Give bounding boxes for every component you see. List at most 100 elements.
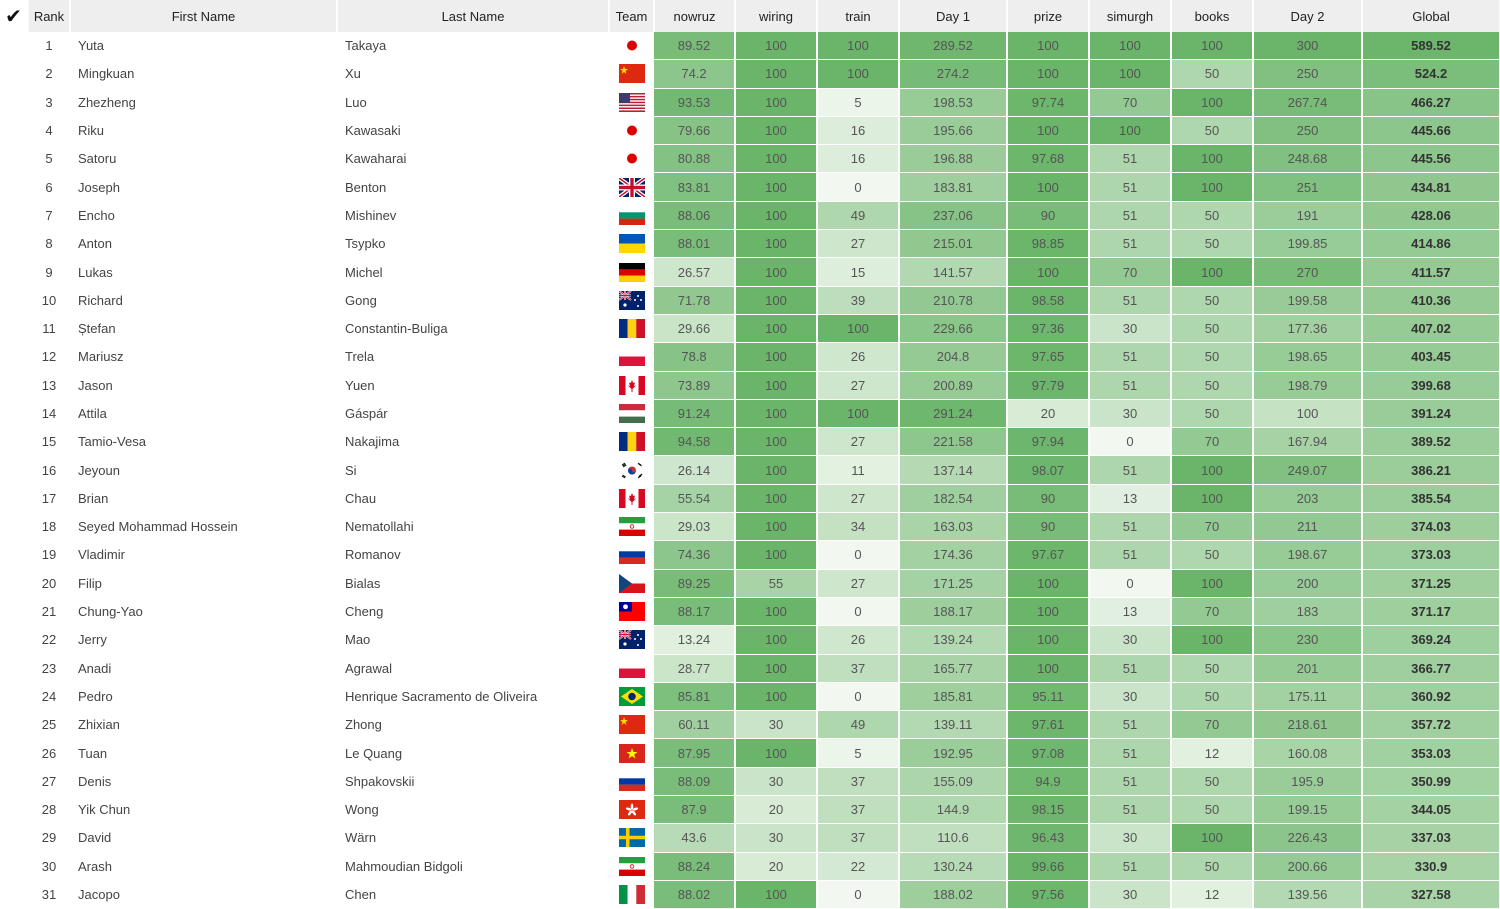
table-row[interactable]: 11 Ștefan Constantin-Buliga 29.66 100 100 229.…	[0, 314, 1500, 344]
row-select[interactable]	[0, 145, 28, 173]
row-select[interactable]	[0, 371, 28, 399]
row-select[interactable]	[0, 767, 28, 795]
col-day1[interactable]: Day 1	[899, 0, 1008, 32]
table-row[interactable]: 18 Seyed Mohammad Hossein Nematollahi 29.03…	[0, 512, 1500, 542]
flag-iran-icon	[618, 856, 645, 876]
score-nowruz-cell: 85.81	[654, 682, 736, 712]
score-global-cell: 371.25	[1362, 569, 1500, 598]
col-prize[interactable]: prize	[1007, 0, 1090, 32]
row-select[interactable]	[0, 711, 28, 739]
row-select[interactable]	[0, 796, 28, 824]
score-simurgh-cell: 70	[1089, 257, 1172, 287]
table-row[interactable]: 8 Anton Tsypko 88.01 100 27 215.01 98.85 51 50 199…	[0, 229, 1500, 259]
row-select[interactable]	[0, 88, 28, 116]
col-team[interactable]: Team	[609, 0, 655, 32]
col-nowruz[interactable]: nowruz	[654, 0, 736, 32]
row-select[interactable]	[0, 173, 28, 201]
table-row[interactable]: 15 Tamio-Vesa Nakajima 94.58 100 27 221.58 97.9…	[0, 427, 1500, 457]
table-row[interactable]: 29 David Wärn 43.6 30 37 110.6 96.43 30 100 226.43…	[0, 823, 1500, 853]
table-row[interactable]: 31 Jacopo Chen 88.02 100 0 188.02 97.56 30 12 139.…	[0, 880, 1500, 909]
table-row[interactable]: 6 Joseph Benton 83.81 100 0 183.81 100 51 100 251 4…	[0, 172, 1500, 202]
flag-usa-icon	[618, 92, 645, 112]
team-cell	[609, 230, 654, 258]
row-select[interactable]	[0, 682, 28, 710]
score-day2-cell: 250	[1253, 59, 1363, 89]
table-row[interactable]: 17 Brian Chau 55.54 100 27 182.54 90 13 100 203 385…	[0, 484, 1500, 514]
row-select[interactable]	[0, 569, 28, 597]
row-select[interactable]	[0, 739, 28, 767]
row-select[interactable]	[0, 824, 28, 852]
table-row[interactable]: 10 Richard Gong 71.78 100 39 210.78 98.58 51 50 19…	[0, 286, 1500, 315]
row-select[interactable]	[0, 852, 28, 880]
score-nowruz-cell: 29.03	[654, 512, 736, 542]
col-simurgh[interactable]: simurgh	[1089, 0, 1172, 32]
row-select[interactable]	[0, 32, 28, 60]
score-train-cell: 100	[817, 399, 900, 429]
col-books[interactable]: books	[1171, 0, 1254, 32]
score-train-cell: 100	[817, 59, 900, 89]
row-select[interactable]	[0, 541, 28, 569]
row-select[interactable]	[0, 654, 28, 682]
row-select[interactable]	[0, 484, 28, 512]
flag-poland-icon	[618, 347, 645, 367]
first-name-cell: Joseph	[78, 179, 120, 195]
score-wiring-cell: 20	[735, 852, 818, 881]
table-row[interactable]: 13 Jason Yuen 73.89 100 27 200.89 97.79 51 50 198.…	[0, 371, 1500, 400]
row-select[interactable]	[0, 258, 28, 286]
row-select[interactable]	[0, 343, 28, 371]
table-row[interactable]: 2 Mingkuan Xu 74.2 100 100 274.2 100 100 50 250 524…	[0, 59, 1500, 89]
row-select[interactable]	[0, 286, 28, 314]
last-name-cell: Wong	[345, 802, 379, 818]
row-select[interactable]	[0, 456, 28, 484]
table-row[interactable]: 20 Filip Bialas 89.25 55 27 171.25 100 0 100 200 37…	[0, 569, 1500, 598]
score-books-cell: 100	[1171, 484, 1254, 514]
table-row[interactable]: 12 Mariusz Trela 78.8 100 26 204.8 97.65 51 50 198…	[0, 342, 1500, 372]
score-day2-cell: 250	[1253, 116, 1363, 146]
row-select[interactable]	[0, 626, 28, 654]
table-row[interactable]: 30 Arash Mahmoudian Bidgoli 88.24 20 22 130.24…	[0, 852, 1500, 881]
row-select[interactable]	[0, 880, 28, 908]
row-select[interactable]	[0, 597, 28, 625]
row-select[interactable]	[0, 314, 28, 342]
table-row[interactable]: 14 Attila Gáspár 91.24 100 100 291.24 20 30 50 100…	[0, 399, 1500, 429]
table-row[interactable]: 1 Yuta Takaya 89.52 100 100 289.52 100 100 100 300…	[0, 32, 1500, 61]
score-day1-cell: 174.36	[899, 540, 1008, 570]
col-day2[interactable]: Day 2	[1253, 0, 1363, 32]
row-select[interactable]	[0, 399, 28, 427]
table-row[interactable]: 7 Encho Mishinev 88.06 100 49 237.06 90 51 50 191 4…	[0, 201, 1500, 231]
first-name-cell: Mariusz	[78, 349, 124, 365]
select-all-checkbox[interactable]: ✔	[0, 0, 29, 32]
table-row[interactable]: 23 Anadi Agrawal 28.77 100 37 165.77 100 51 50 201…	[0, 654, 1500, 683]
row-select[interactable]	[0, 513, 28, 541]
col-rank[interactable]: Rank	[28, 0, 71, 32]
score-prize-cell: 94.9	[1007, 767, 1090, 797]
table-row[interactable]: 16 Jeyoun Si 26.14 100 11 137.14 98.07 51 100 249.…	[0, 455, 1500, 485]
col-wiring[interactable]: wiring	[735, 0, 818, 32]
table-row[interactable]: 5 Satoru Kawaharai 80.88 100 16 196.88 97.68 51 1…	[0, 144, 1500, 174]
row-select[interactable]	[0, 201, 28, 229]
table-row[interactable]: 4 Riku Kawasaki 79.66 100 16 195.66 100 100 50 250…	[0, 116, 1500, 146]
row-select[interactable]	[0, 230, 28, 258]
table-row[interactable]: 22 Jerry Mao 13.24 100 26 139.24 100 30 100 230 369…	[0, 625, 1500, 655]
score-day1-cell: 200.89	[899, 371, 1008, 400]
row-select[interactable]	[0, 116, 28, 144]
row-select[interactable]	[0, 428, 28, 456]
table-row[interactable]: 25 Zhixian Zhong 60.11 30 49 139.11 97.61 51 70 21…	[0, 710, 1500, 740]
table-row[interactable]: 26 Tuan Le Quang 87.95 100 5 192.95 97.08 51 12 16…	[0, 738, 1500, 768]
table-row[interactable]: 27 Denis Shpakovskii 88.09 30 37 155.09 94.9 51 5…	[0, 767, 1500, 797]
col-train[interactable]: train	[817, 0, 900, 32]
col-last-name[interactable]: Last Name	[337, 0, 610, 32]
table-row[interactable]: 28 Yik Chun Wong 87.9 20 37 144.9 98.15 51 50 199.…	[0, 795, 1500, 825]
score-books-cell: 50	[1171, 229, 1254, 259]
row-select[interactable]	[0, 60, 28, 88]
table-row[interactable]: 21 Chung-Yao Cheng 88.17 100 0 188.17 100 13 70 18…	[0, 597, 1500, 627]
first-name-cell: Jason	[78, 377, 113, 393]
table-row[interactable]: 19 Vladimir Romanov 74.36 100 0 174.36 97.67 51 5…	[0, 540, 1500, 570]
col-first-name[interactable]: First Name	[70, 0, 338, 32]
score-nowruz-cell: 55.54	[654, 484, 736, 514]
table-row[interactable]: 3 Zhezheng Luo 93.53 100 5 198.53 97.74 70 100 267…	[0, 88, 1500, 117]
team-cell	[609, 569, 654, 597]
table-row[interactable]: 24 Pedro Henrique Sacramento de Oliveira 85…	[0, 682, 1500, 712]
table-row[interactable]: 9 Lukas Michel 26.57 100 15 141.57 100 70 100 270 4…	[0, 257, 1500, 287]
col-global[interactable]: Global	[1362, 0, 1500, 32]
